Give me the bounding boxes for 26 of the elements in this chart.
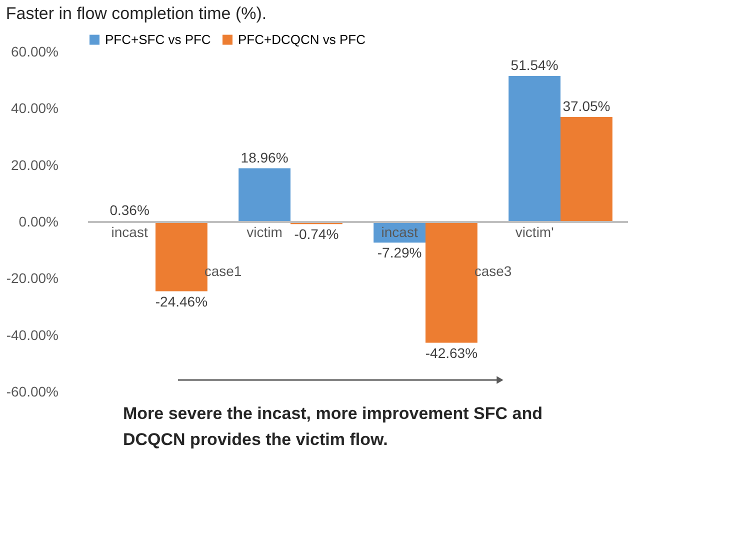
data-label: 18.96% — [240, 149, 288, 166]
y-tick-label: -20.00% — [6, 270, 58, 286]
data-label: -0.74% — [294, 226, 339, 242]
data-label: -7.29% — [377, 244, 422, 261]
y-tick-label: -40.00% — [6, 326, 58, 343]
data-label: 37.05% — [562, 98, 610, 114]
y-tick-label: -60.00% — [6, 384, 58, 400]
x-tick-label: victim — [246, 224, 282, 240]
data-label: -42.63% — [425, 344, 478, 361]
data-label: 0.36% — [110, 202, 150, 218]
y-tick-label: 20.00% — [11, 156, 58, 173]
x-tick-label: victim' — [515, 224, 554, 240]
data-label: 51.54% — [510, 56, 558, 73]
x-tick-label: incast — [111, 224, 148, 240]
y-tick-label: 60.00% — [11, 44, 58, 60]
text: More severe the incast, more improvement SFC and DCQCN provides the victim flow. — [123, 404, 542, 449]
data-label: -24.46% — [155, 293, 208, 310]
y-tick-label: 0.00% — [18, 214, 58, 230]
chart-title: Faster in flow completion time (%). — [6, 4, 267, 23]
legend-label: PFC+SFC vs PFC — [105, 32, 211, 47]
x-tick-label: incast — [381, 224, 418, 240]
legend-label: PFC+DCQCN vs PFC — [238, 32, 366, 47]
y-tick-label: 40.00% — [11, 100, 58, 116]
bar — [560, 117, 612, 222]
bar — [238, 168, 290, 222]
bar — [508, 76, 560, 222]
